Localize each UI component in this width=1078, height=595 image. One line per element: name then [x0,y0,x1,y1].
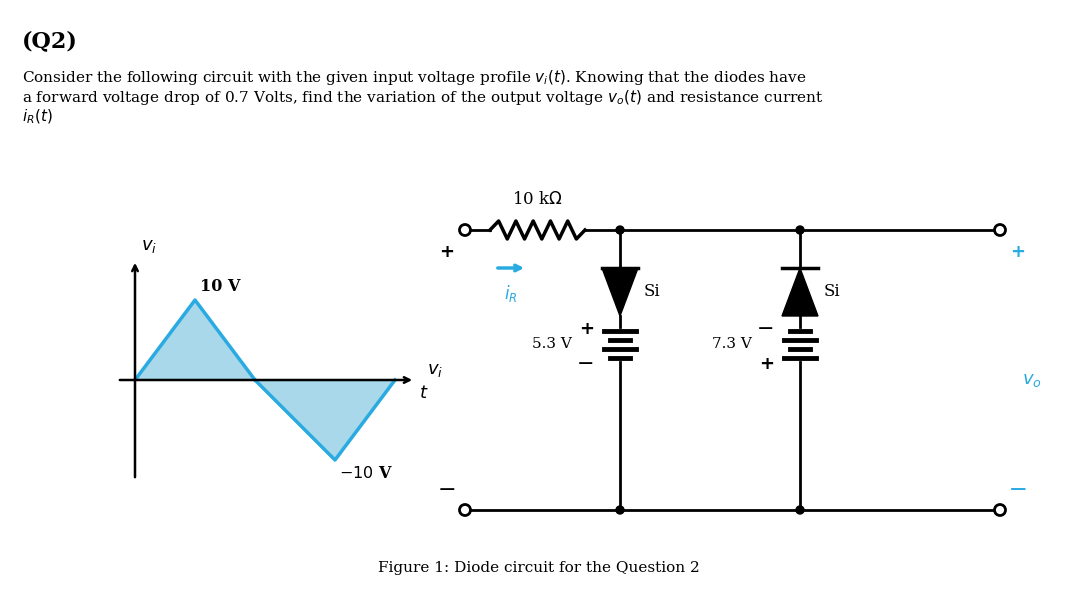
Text: Figure 1: Diode circuit for the Question 2: Figure 1: Diode circuit for the Question… [378,561,700,575]
Text: (Q2): (Q2) [22,30,78,52]
Circle shape [995,505,1006,515]
Text: $i_R(t)$: $i_R(t)$ [22,108,53,126]
Text: $v_o$: $v_o$ [1022,371,1041,389]
Circle shape [459,505,470,515]
Text: $-10$ V: $-10$ V [338,465,393,482]
Text: $i_R$: $i_R$ [505,283,517,304]
Text: +: + [579,320,594,338]
Circle shape [995,224,1006,236]
Text: +: + [1010,243,1025,261]
Text: −: − [1009,480,1027,500]
Text: $t$: $t$ [419,384,429,402]
Text: Si: Si [824,283,841,300]
Circle shape [796,226,804,234]
Text: 10 k$\Omega$: 10 k$\Omega$ [512,191,563,208]
Text: Si: Si [644,283,661,300]
Text: $v_i$: $v_i$ [141,237,157,255]
Text: −: − [1009,480,1027,500]
Text: −: − [438,480,456,500]
Circle shape [796,506,804,514]
Text: +: + [440,243,455,261]
Text: 10 V: 10 V [201,278,240,295]
Circle shape [616,226,624,234]
Text: Consider the following circuit with the given input voltage profile $v_i(t)$. Kn: Consider the following circuit with the … [22,68,806,87]
Text: −: − [577,354,594,374]
Text: a forward voltage drop of 0.7 Volts, find the variation of the output voltage $v: a forward voltage drop of 0.7 Volts, fin… [22,88,824,107]
Text: $v_i$: $v_i$ [427,361,443,379]
Polygon shape [782,268,818,316]
Text: 7.3 V: 7.3 V [713,337,752,352]
Polygon shape [135,300,255,380]
Circle shape [616,506,624,514]
Polygon shape [602,268,638,316]
Text: 5.3 V: 5.3 V [533,337,572,352]
Polygon shape [255,380,395,460]
Circle shape [459,224,470,236]
Text: −: − [757,319,774,339]
Text: +: + [759,355,774,373]
